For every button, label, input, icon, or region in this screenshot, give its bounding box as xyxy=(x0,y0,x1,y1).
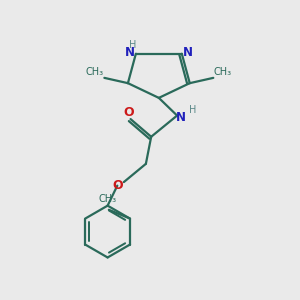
Text: N: N xyxy=(176,110,186,124)
Text: CH₃: CH₃ xyxy=(98,194,116,205)
Text: N: N xyxy=(124,46,134,59)
Text: O: O xyxy=(112,179,123,192)
Text: O: O xyxy=(123,106,134,119)
Text: H: H xyxy=(189,105,196,115)
Text: CH₃: CH₃ xyxy=(214,67,232,77)
Text: CH₃: CH₃ xyxy=(85,67,104,77)
Text: H: H xyxy=(129,40,137,50)
Text: N: N xyxy=(183,46,193,59)
